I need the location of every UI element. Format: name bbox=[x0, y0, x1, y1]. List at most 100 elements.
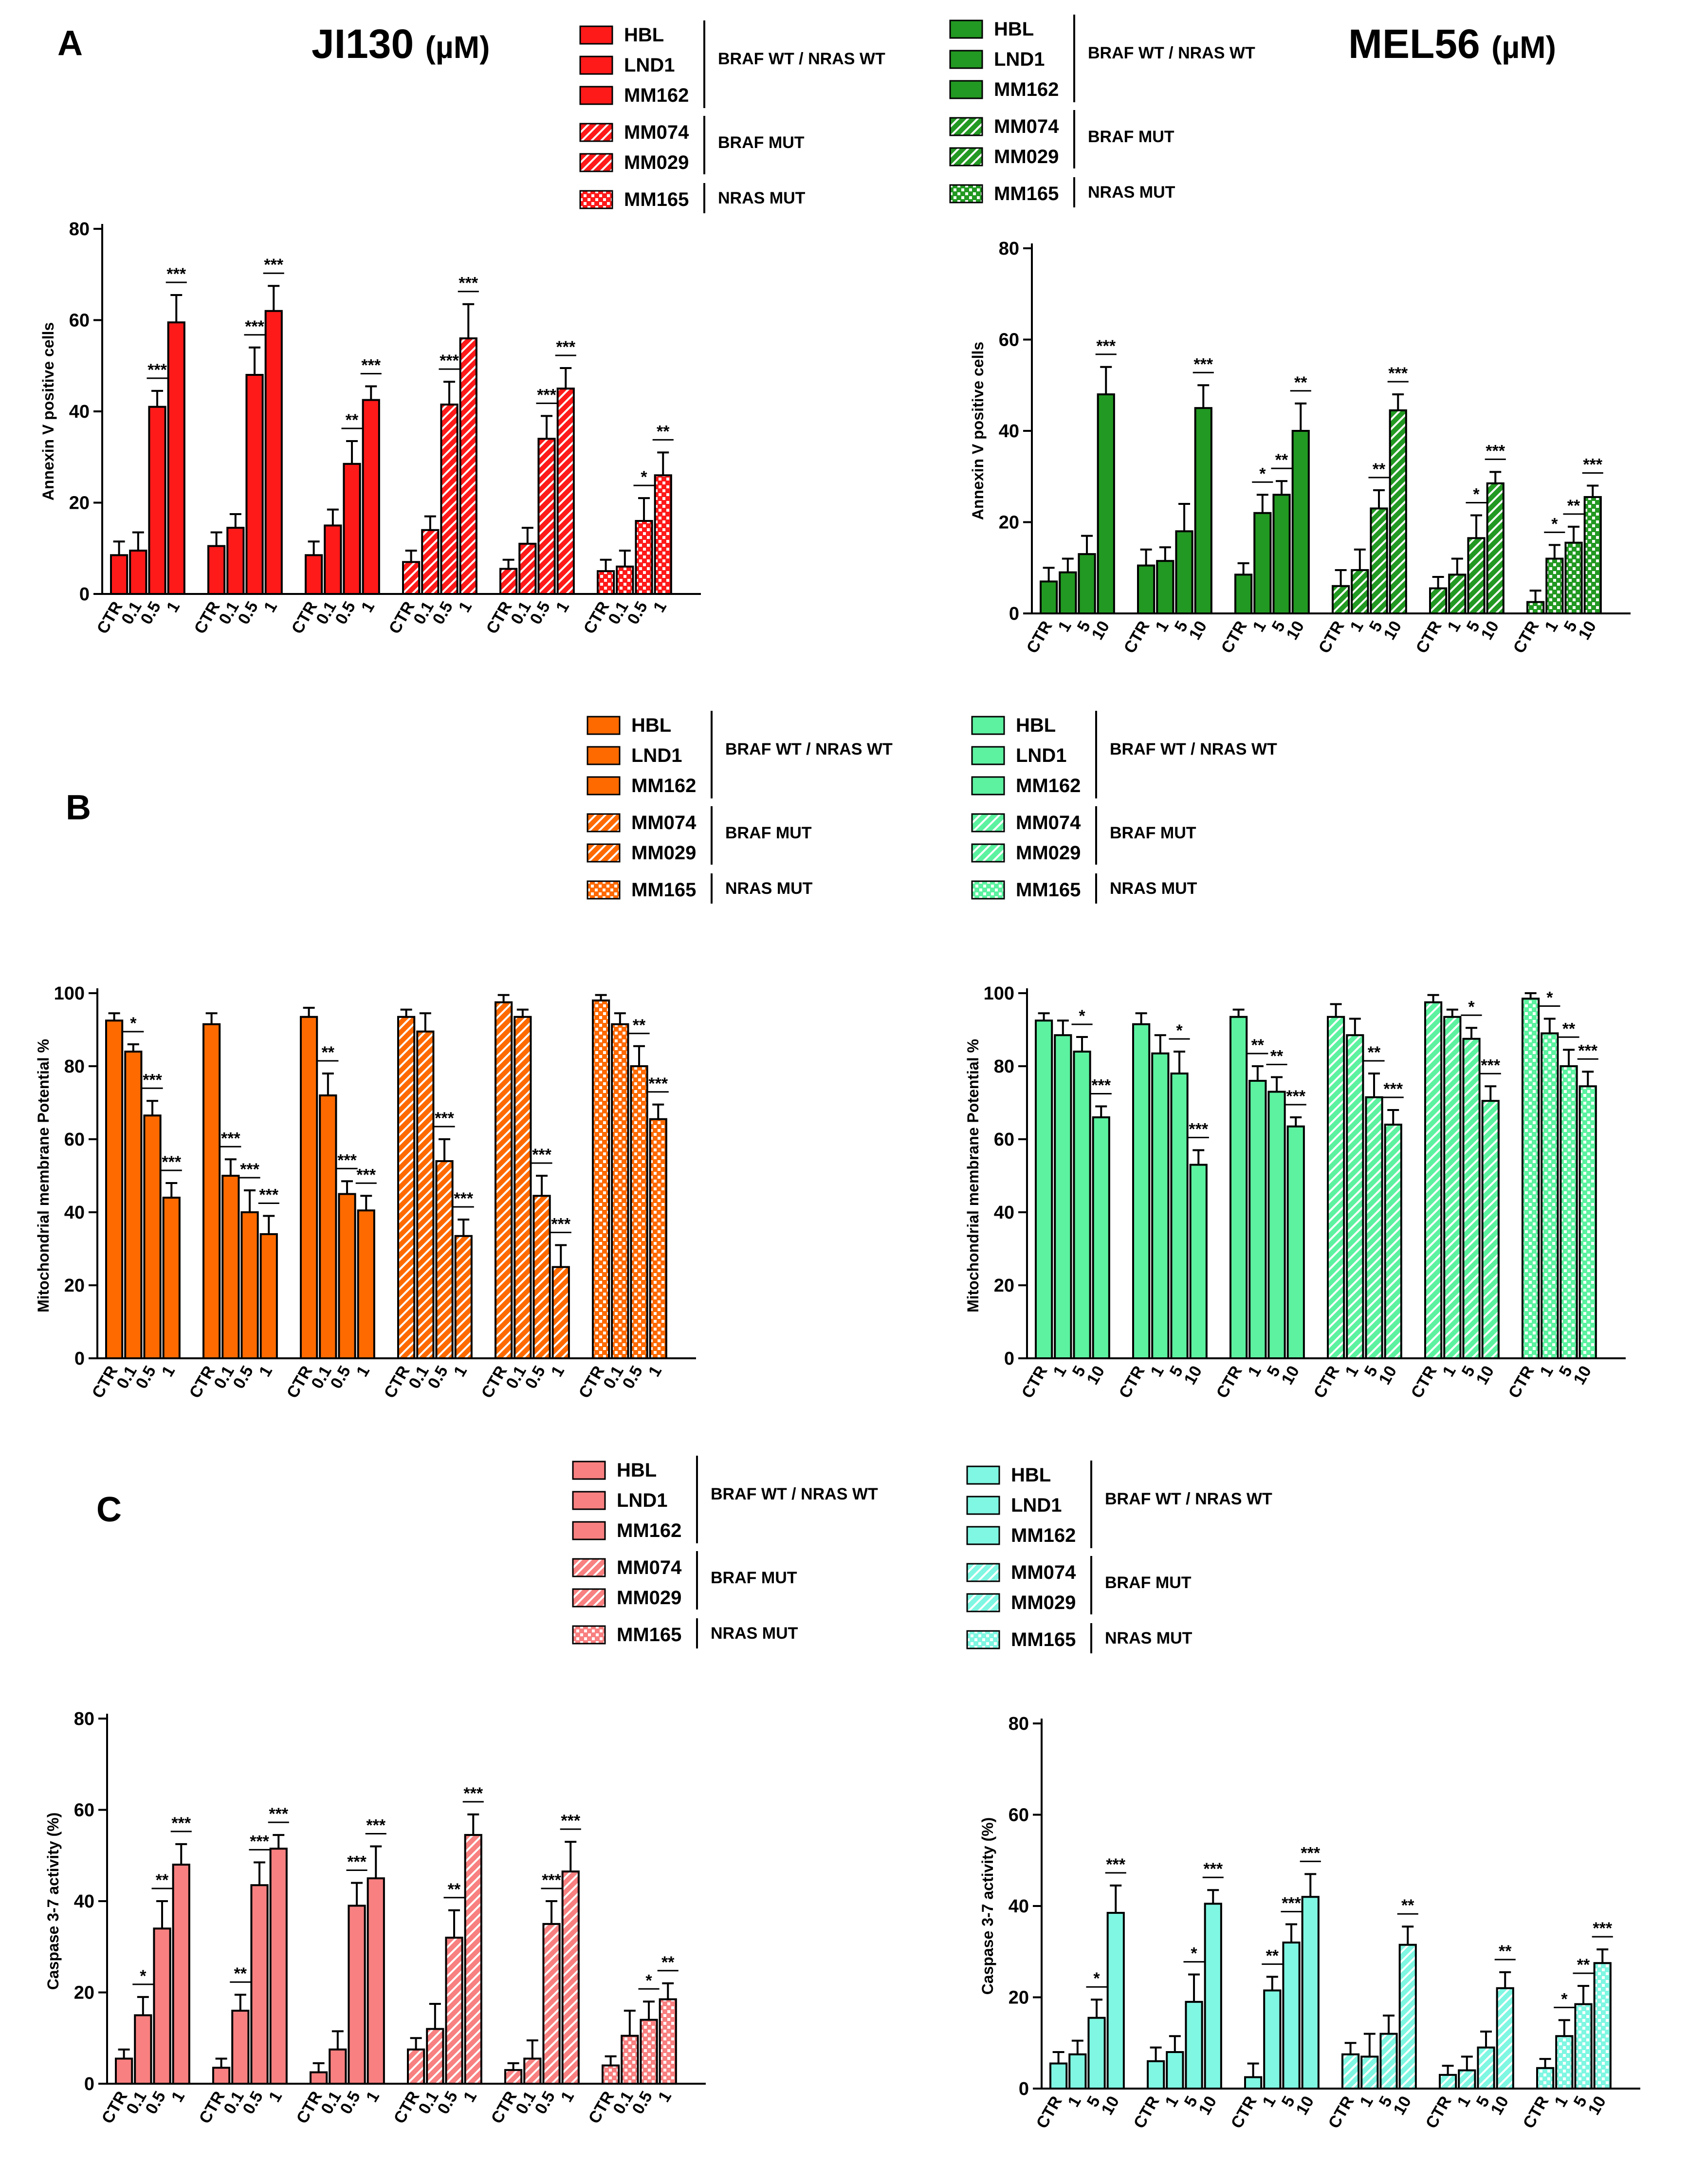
legend-label: MM074 bbox=[1011, 1561, 1076, 1583]
bar bbox=[264, 310, 283, 595]
bar bbox=[310, 2071, 328, 2085]
bar bbox=[1467, 537, 1486, 614]
x-tick-label: 1 bbox=[1054, 618, 1075, 635]
significance-label: *** bbox=[259, 1186, 278, 1204]
significance-label: * bbox=[645, 1971, 652, 1990]
legend-entry-mm162: MM162 bbox=[579, 81, 689, 110]
bar bbox=[1458, 2069, 1476, 2090]
legend-label: MM162 bbox=[1016, 775, 1081, 796]
bar bbox=[167, 321, 185, 595]
legend-group-separator bbox=[711, 873, 713, 904]
significance-label: ** bbox=[1251, 1036, 1265, 1055]
bar bbox=[602, 2064, 620, 2085]
legend-label: HBL bbox=[1011, 1464, 1051, 1486]
bar bbox=[207, 545, 226, 595]
y-tick-label: 60 bbox=[999, 330, 1019, 351]
significance-label: ** bbox=[1401, 1896, 1414, 1915]
bar bbox=[1282, 1942, 1301, 2090]
legend-label: MM165 bbox=[624, 188, 689, 210]
bar bbox=[1156, 560, 1174, 614]
x-tick-label: CTR bbox=[1520, 2093, 1553, 2132]
x-tick-label: 1 bbox=[557, 2088, 578, 2105]
bar bbox=[1545, 557, 1564, 614]
significance-label: *** bbox=[1193, 355, 1213, 373]
y-tick-label: 60 bbox=[64, 1129, 85, 1150]
bar bbox=[537, 438, 556, 595]
legend-label: MM165 bbox=[994, 183, 1059, 204]
x-tick-label: 1 bbox=[1536, 1363, 1557, 1380]
bar bbox=[1398, 1943, 1417, 2090]
significance-label: ** bbox=[234, 1964, 247, 1983]
legend-label: HBL bbox=[1016, 714, 1056, 736]
bar bbox=[172, 1864, 190, 2085]
bar bbox=[654, 474, 672, 595]
bar bbox=[343, 463, 361, 595]
legend-entry-mm165: MM165 bbox=[966, 1625, 1076, 1654]
bar bbox=[1560, 1065, 1578, 1359]
bar bbox=[1351, 569, 1369, 614]
significance-label: *** bbox=[1301, 1844, 1320, 1862]
legend-swatch bbox=[579, 153, 613, 172]
bar bbox=[1379, 2033, 1398, 2090]
y-axis-label: Annexin V positive cells bbox=[969, 342, 987, 520]
legend-label: MM029 bbox=[1011, 1592, 1076, 1613]
panel-letter-c: C bbox=[96, 1490, 122, 1529]
legend-group-separator bbox=[1090, 1623, 1092, 1653]
legend-label: MM074 bbox=[631, 812, 697, 833]
x-tick-label: CTR bbox=[1116, 1363, 1149, 1402]
legend-label: MM162 bbox=[631, 775, 697, 796]
bar bbox=[1049, 2062, 1068, 2090]
x-tick-label: 0.5 bbox=[327, 1363, 354, 1392]
bar bbox=[124, 1051, 143, 1359]
bar bbox=[1522, 998, 1540, 1359]
bar bbox=[1439, 2073, 1457, 2090]
bar bbox=[1054, 1034, 1072, 1359]
y-axis-label: Mitochondrial membrane Potential % bbox=[35, 1039, 52, 1313]
legend-label: MM029 bbox=[994, 146, 1059, 167]
legend-entry-mm162: MM162 bbox=[572, 1516, 681, 1545]
significance-label: *** bbox=[1383, 1080, 1403, 1098]
x-tick-label: CTR bbox=[1218, 618, 1251, 657]
panel-letter-b: B bbox=[66, 788, 91, 827]
legend-label: MM162 bbox=[617, 1519, 682, 1541]
legend-a-right: HBL LND1 MM162 MM074 MM029 MM165 BRAF WT / NRA… bbox=[949, 15, 1358, 219]
significance-label: * bbox=[1468, 998, 1475, 1016]
legend-swatch bbox=[966, 1593, 1000, 1612]
bar bbox=[1429, 587, 1448, 614]
significance-label: *** bbox=[1583, 456, 1602, 474]
bar bbox=[440, 403, 459, 595]
x-tick-label: 0.5 bbox=[239, 2088, 267, 2117]
bar bbox=[1137, 564, 1156, 614]
legend-swatch bbox=[587, 843, 621, 863]
legend-group-separator bbox=[696, 1551, 698, 1610]
legend-entry-hbl: HBL bbox=[966, 1461, 1051, 1490]
y-axis-label: Caspase 3-7 activity (%) bbox=[44, 1813, 62, 1990]
bar bbox=[1092, 1116, 1110, 1359]
bar bbox=[143, 1114, 162, 1359]
bar bbox=[1248, 1080, 1267, 1359]
legend-swatch bbox=[949, 117, 983, 136]
bar bbox=[1185, 2000, 1203, 2090]
significance-label: *** bbox=[166, 265, 186, 283]
bar bbox=[1536, 2067, 1555, 2090]
y-tick-label: 20 bbox=[64, 1276, 85, 1296]
significance-label: *** bbox=[556, 338, 575, 356]
legend-swatch bbox=[949, 184, 983, 204]
bar bbox=[1593, 1962, 1612, 2090]
legend-group-separator bbox=[703, 20, 705, 108]
bar bbox=[1486, 482, 1505, 614]
y-tick-label: 100 bbox=[54, 983, 85, 1004]
legend-group-label: BRAF MUT bbox=[1110, 824, 1196, 842]
legend-group-separator bbox=[1073, 177, 1075, 207]
significance-label: ** bbox=[1368, 1043, 1381, 1062]
legend-swatch bbox=[572, 1461, 606, 1480]
bar bbox=[319, 1094, 337, 1359]
significance-label: * bbox=[1191, 1944, 1197, 1963]
legend-label: LND1 bbox=[1011, 1494, 1062, 1516]
